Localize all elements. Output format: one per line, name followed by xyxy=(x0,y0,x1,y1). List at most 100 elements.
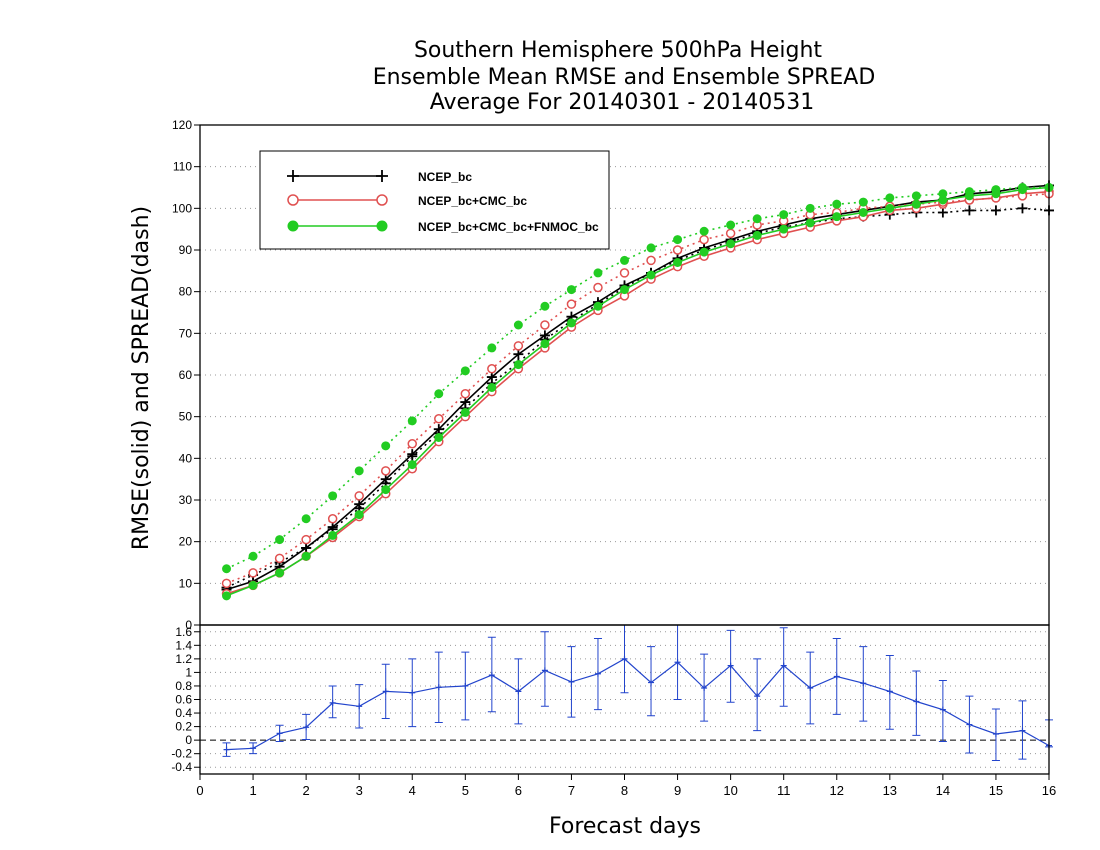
upper-plot-series xyxy=(221,180,1054,601)
upper-y-axis-ticks: 0 10 20 30 40 50 60 70 80 90 100 110 120 xyxy=(172,118,200,632)
difference-point xyxy=(329,699,336,706)
data-point-filled-circle xyxy=(964,187,974,197)
difference-point xyxy=(754,693,761,700)
data-point-filled-circle xyxy=(779,224,789,234)
lower-y-tick-label: 0.8 xyxy=(175,679,192,693)
data-point-filled-circle xyxy=(1017,183,1027,192)
data-point-filled-circle xyxy=(381,441,391,451)
difference-point xyxy=(939,706,946,713)
data-point-open-circle xyxy=(301,534,311,545)
upper-y-tick-label: 80 xyxy=(179,285,193,299)
difference-point xyxy=(913,698,920,705)
data-point-open-circle xyxy=(354,491,364,501)
lower-y-tick-label: -0.4 xyxy=(171,760,192,774)
data-point-filled-circle xyxy=(328,491,338,501)
data-point-filled-circle xyxy=(646,243,656,253)
data-point-filled-circle xyxy=(858,197,868,207)
data-point-open-circle xyxy=(646,255,656,266)
upper-y-tick-label: 110 xyxy=(173,160,192,174)
data-point-filled-circle xyxy=(699,226,709,236)
difference-point xyxy=(780,662,787,669)
data-point-open-circle xyxy=(540,320,550,330)
lower-plot-frame xyxy=(199,624,1050,775)
difference-point xyxy=(250,745,257,752)
lower-plot-series xyxy=(200,624,1053,761)
data-point-plus xyxy=(376,170,388,182)
data-point-filled-circle xyxy=(407,460,417,470)
data-point-filled-circle xyxy=(858,208,868,217)
x-tick-label: 10 xyxy=(723,783,737,798)
difference-point xyxy=(223,746,230,753)
difference-point xyxy=(356,703,363,710)
x-tick-label: 7 xyxy=(568,783,575,798)
data-point-open-circle xyxy=(460,389,471,399)
data-point-filled-circle xyxy=(805,218,815,228)
data-point-filled-circle xyxy=(513,360,523,370)
x-tick-label: 11 xyxy=(777,783,791,798)
data-point-open-circle xyxy=(487,364,497,374)
x-tick-label: 13 xyxy=(883,783,897,798)
data-point-open-circle xyxy=(274,553,285,564)
difference-point xyxy=(807,684,814,691)
legend-label-ncep-cmc-fnmoc: NCEP_bc+CMC_bc+FNMOC_bc xyxy=(418,220,599,234)
data-point-filled-circle xyxy=(593,268,603,278)
data-point-filled-circle xyxy=(376,220,388,232)
data-point-open-circle xyxy=(672,245,683,255)
x-tick-label: 14 xyxy=(936,783,950,798)
difference-point xyxy=(594,670,601,677)
chart-title: Southern Hemisphere 500hPa Height Ensemb… xyxy=(373,38,876,115)
lower-y-tick-label: -0.2 xyxy=(171,747,192,761)
upper-y-tick-label: 90 xyxy=(179,243,193,257)
data-point-plus xyxy=(1017,203,1028,214)
upper-y-tick-label: 70 xyxy=(179,326,193,340)
upper-y-tick-label: 0 xyxy=(185,618,192,632)
x-axis-label: Forecast days xyxy=(549,814,701,839)
x-tick-label: 9 xyxy=(674,783,681,798)
rmse-line-series-2 xyxy=(226,190,1050,595)
data-point-open-circle xyxy=(327,514,338,524)
data-point-filled-circle xyxy=(513,320,523,330)
x-tick-label: 5 xyxy=(462,783,469,798)
title-line-3: Average For 20140301 - 20140531 xyxy=(430,90,815,115)
x-tick-label: 1 xyxy=(249,783,256,798)
title-line-1: Southern Hemisphere 500hPa Height xyxy=(414,38,822,63)
lower-y-tick-label: 0.6 xyxy=(175,693,192,707)
difference-line xyxy=(226,658,1050,751)
data-point-filled-circle xyxy=(673,235,683,245)
data-point-open-circle xyxy=(248,568,258,578)
upper-y-tick-label: 50 xyxy=(179,410,193,424)
data-point-filled-circle xyxy=(222,564,232,574)
spread-line-series-1 xyxy=(226,207,1050,589)
data-point-plus xyxy=(937,207,948,218)
data-point-plus xyxy=(301,542,312,553)
data-point-filled-circle xyxy=(354,510,364,520)
data-point-filled-circle xyxy=(593,301,603,311)
x-tick-label: 16 xyxy=(1042,783,1056,798)
data-point-filled-circle xyxy=(328,530,338,540)
lower-y-tick-label: 1.4 xyxy=(175,638,192,652)
data-point-open-circle xyxy=(407,439,417,449)
x-axis-ticks: 0 1 2 3 4 5 6 7 8 9 10 11 12 13 14 15 16 xyxy=(196,774,1056,798)
data-point-filled-circle xyxy=(620,285,629,295)
difference-point xyxy=(860,680,867,687)
x-tick-label: 12 xyxy=(830,783,844,798)
difference-point xyxy=(409,689,416,696)
data-point-plus xyxy=(287,170,299,182)
x-tick-label: 3 xyxy=(356,783,363,798)
data-point-open-circle xyxy=(725,228,736,239)
upper-y-tick-label: 120 xyxy=(172,118,192,132)
data-point-filled-circle xyxy=(726,220,736,230)
upper-y-tick-label: 30 xyxy=(179,493,193,507)
data-point-plus xyxy=(990,205,1001,216)
data-point-open-circle xyxy=(287,194,299,206)
difference-point xyxy=(966,721,973,728)
lower-y-tick-label: 0.2 xyxy=(175,720,192,734)
lower-y-tick-label: 0 xyxy=(185,733,192,747)
x-tick-label: 8 xyxy=(621,783,628,798)
upper-y-tick-label: 40 xyxy=(179,451,193,465)
data-point-open-circle xyxy=(221,578,232,589)
difference-point xyxy=(303,724,310,731)
data-point-filled-circle xyxy=(381,485,391,495)
data-point-plus xyxy=(407,451,418,462)
difference-point xyxy=(515,688,522,695)
